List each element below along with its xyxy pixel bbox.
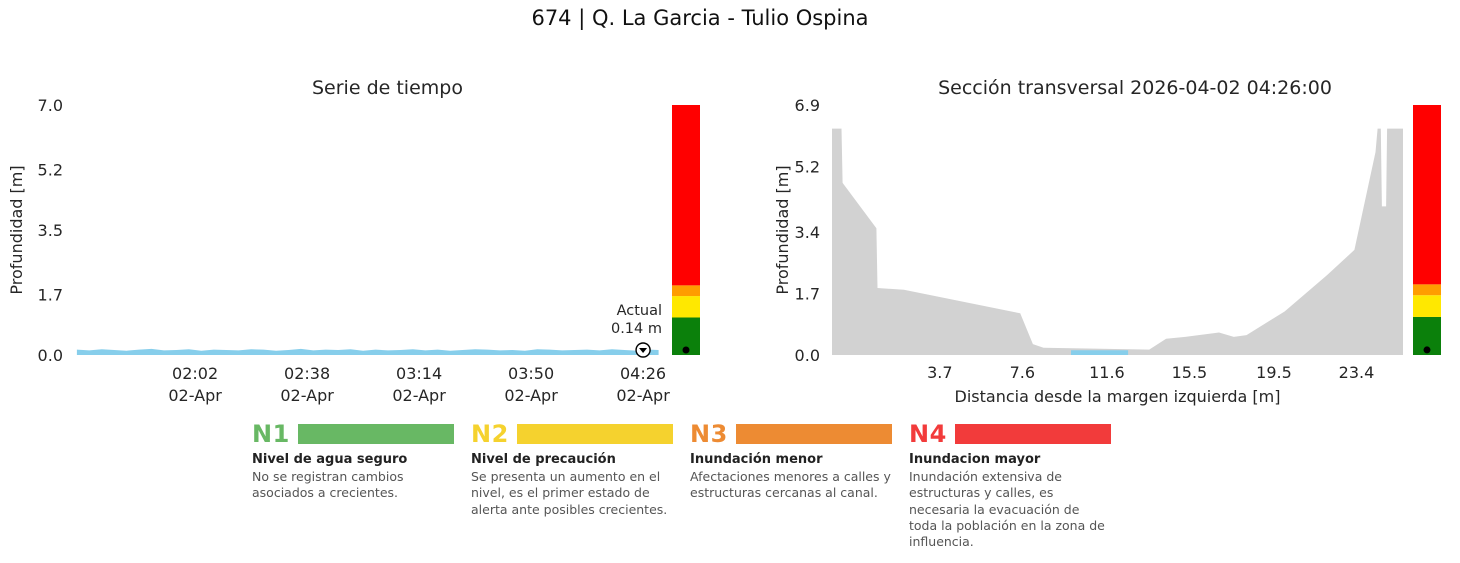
legend-item-n1: N1 Nivel de agua seguro No se registran …: [252, 422, 454, 550]
x-tick-label: 19.5: [1256, 363, 1292, 382]
x-tick-label-date: 02-Apr: [280, 386, 334, 405]
alert-bar-segment-N4: [1413, 105, 1441, 285]
legend-code-n1: N1: [252, 420, 290, 448]
legend-code-n2: N2: [471, 420, 509, 448]
legend-title-n1: Nivel de agua seguro: [252, 452, 408, 467]
y-tick-label: 0.0: [38, 346, 63, 365]
legend-item-n4: N4 Inundacion mayor Inundación extensiva…: [909, 422, 1111, 550]
legend-color-bar-n2: [516, 424, 673, 444]
legend-color-bar-n3: [735, 424, 892, 444]
x-tick-label-time: 03:14: [396, 364, 442, 383]
legend-description-n2: Se presenta un aumento en el nivel, es e…: [471, 469, 668, 517]
x-tick-label-date: 02-Apr: [168, 386, 222, 405]
y-tick-label: 0.0: [795, 346, 820, 365]
x-tick-label: 15.5: [1172, 363, 1208, 382]
time-series-chart: Serie de tiempo Profundidad [m] 0.0 1.7 3.5 5…: [7, 77, 700, 405]
cross-section-chart: Sección transversal 2026-04-02 04:26:00 P…: [773, 77, 1441, 406]
legend-title-n2: Nivel de precaución: [471, 452, 616, 467]
y-axis-label: Profundidad [m]: [773, 165, 792, 294]
legend-code-n3: N3: [690, 420, 728, 448]
alert-bar-current-marker: [1423, 346, 1431, 354]
x-tick-label-time: 02:38: [284, 364, 330, 383]
alert-bar-segment-N2: [672, 296, 700, 318]
alert-bar-segment-N4: [672, 105, 700, 286]
y-tick-label: 3.4: [795, 223, 820, 242]
alert-bar-segment-N3: [672, 285, 700, 297]
legend-title-n4: Inundacion mayor: [909, 452, 1041, 467]
annotation-actual-label: Actual: [617, 303, 662, 319]
x-tick-label-date: 02-Apr: [504, 386, 558, 405]
legend-item-n3: N3 Inundación menor Afectaciones menores…: [690, 422, 892, 550]
legend-color-bar-n4: [954, 424, 1111, 444]
y-tick-label: 1.7: [38, 285, 63, 304]
alert-level-legend: N1 Nivel de agua seguro No se registran …: [252, 422, 1128, 550]
legend-item-n2: N2 Nivel de precaución Se presenta un au…: [471, 422, 673, 550]
x-tick-label: 11.6: [1089, 363, 1125, 382]
water-level-area: [76, 348, 659, 355]
terrain-profile-area: [832, 128, 1403, 355]
annotation-actual-value: 0.14 m: [611, 321, 662, 337]
y-axis-label: Profundidad [m]: [7, 165, 26, 294]
x-tick-label: 7.6: [1010, 363, 1035, 382]
x-tick-label: 23.4: [1339, 363, 1375, 382]
y-tick-label: 5.2: [38, 160, 63, 179]
y-tick-label: 6.9: [795, 96, 820, 115]
x-tick-label-time: 03:50: [508, 364, 554, 383]
y-tick-label: 1.7: [795, 284, 820, 303]
x-tick-label-date: 02-Apr: [616, 386, 670, 405]
water-surface-area: [1071, 350, 1129, 355]
chart-title: Serie de tiempo: [312, 77, 463, 99]
x-tick-label-time: 04:26: [620, 364, 666, 383]
current-level-marker-caret: [639, 348, 648, 353]
y-tick-label: 3.5: [38, 221, 63, 240]
legend-color-bar-n1: [297, 424, 454, 444]
alert-bar-segment-N2: [1413, 295, 1441, 317]
legend-description-n4: Inundación extensiva de estructuras y ca…: [909, 469, 1105, 549]
page-title: 674 | Q. La Garcia - Tulio Ospina: [531, 6, 869, 30]
legend-code-n4: N4: [909, 420, 947, 448]
x-tick-label-date: 02-Apr: [392, 386, 446, 405]
legend-description-n3: Afectaciones menores a calles y estructu…: [690, 469, 891, 501]
legend-title-n3: Inundación menor: [690, 452, 823, 467]
y-tick-label: 5.2: [795, 158, 820, 177]
alert-bar-segment-N3: [1413, 284, 1441, 296]
chart-title: Sección transversal 2026-04-02 04:26:00: [938, 77, 1332, 99]
x-axis-label: Distancia desde la margen izquierda [m]: [955, 387, 1281, 406]
alert-bar-current-marker: [682, 346, 690, 354]
x-tick-label-time: 02:02: [172, 364, 218, 383]
legend-description-n1: No se registran cambios asociados a crec…: [252, 469, 404, 501]
y-tick-label: 7.0: [38, 96, 63, 115]
x-tick-label: 3.7: [927, 363, 952, 382]
